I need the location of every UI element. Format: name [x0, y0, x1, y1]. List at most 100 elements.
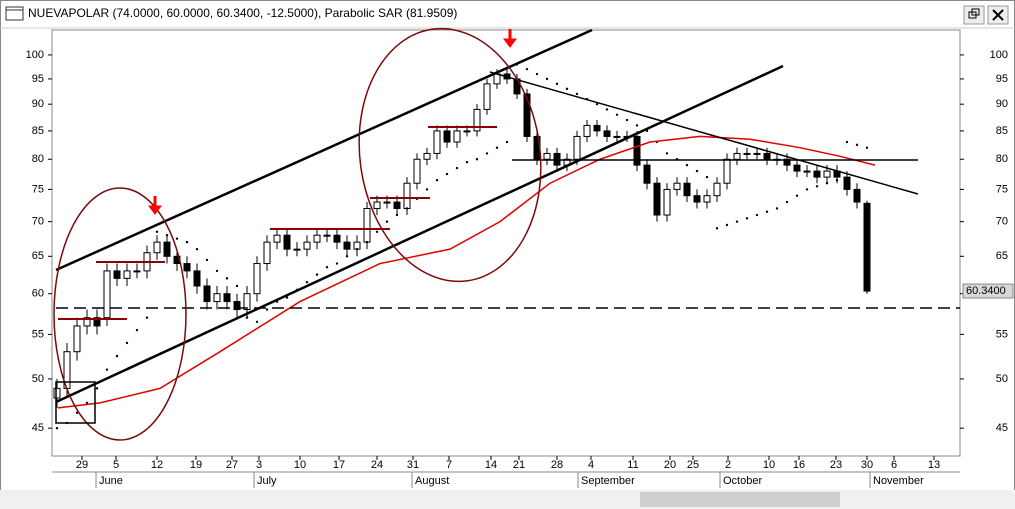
- month-label: September: [581, 475, 635, 487]
- sar-dot: [715, 227, 719, 230]
- candle-body: [733, 152, 741, 160]
- y-tick-label: 70: [32, 216, 44, 228]
- candle-body: [183, 263, 191, 272]
- x-tick-label: 12: [151, 459, 163, 471]
- x-tick-label: 10: [294, 459, 306, 471]
- y-tick-label: 50: [32, 373, 44, 385]
- candle-body: [863, 202, 871, 292]
- month-label: July: [257, 475, 277, 487]
- x-tick-label: 6: [891, 459, 897, 471]
- candle-body: [743, 152, 751, 155]
- candle-body: [783, 158, 791, 166]
- sar-dot: [385, 220, 389, 223]
- candle-body: [473, 108, 481, 132]
- sar-dot: [665, 152, 669, 155]
- candle-body: [223, 293, 231, 303]
- candle-body: [233, 301, 241, 311]
- sar-dot: [755, 213, 759, 217]
- sar-dot: [445, 172, 449, 176]
- candle-body: [133, 270, 141, 273]
- restore-button[interactable]: [963, 5, 985, 25]
- x-tick-label: 20: [664, 459, 676, 471]
- x-tick-label: 16: [793, 459, 805, 471]
- candle-body: [493, 73, 501, 85]
- sar-dot: [735, 220, 739, 223]
- month-label: October: [723, 475, 762, 487]
- month-label: August: [415, 475, 449, 487]
- candle-body: [603, 130, 611, 137]
- scroll-thumb[interactable]: [640, 492, 840, 507]
- candle-body: [753, 152, 761, 155]
- sar-dot: [745, 217, 749, 220]
- sar-dot: [455, 166, 459, 170]
- sar-dot: [305, 280, 309, 284]
- ellipse: [358, 27, 542, 283]
- y-tick-label: 80: [32, 153, 44, 165]
- ellipse: [53, 187, 187, 441]
- x-tick-label: 27: [226, 459, 238, 471]
- y-tick-label: 100: [26, 49, 44, 61]
- sar-dot: [345, 255, 349, 258]
- x-tick-label: 3: [256, 459, 262, 471]
- candle-body: [203, 285, 211, 303]
- sar-dot: [845, 140, 849, 144]
- x-tick-label: 5: [113, 459, 119, 471]
- sar-dot: [485, 152, 489, 155]
- sar-dot: [195, 247, 199, 251]
- candle-body: [303, 241, 311, 250]
- y-tick-label: 55: [32, 328, 44, 340]
- sar-dot: [285, 296, 289, 299]
- sar-dot: [155, 230, 159, 233]
- sar-dot: [225, 277, 229, 280]
- candle-body: [823, 170, 831, 178]
- candle-body: [663, 188, 671, 216]
- candle-body: [313, 234, 321, 243]
- sar-dot: [765, 210, 769, 213]
- candle-body: [643, 164, 651, 184]
- candle-body: [693, 195, 701, 203]
- candle-body: [333, 234, 341, 243]
- candle-body: [243, 293, 251, 311]
- x-tick-label: 10: [763, 459, 775, 471]
- candle-body: [383, 201, 391, 204]
- sar-dot: [505, 140, 509, 144]
- candle-body: [683, 182, 691, 197]
- candle-body: [93, 317, 101, 327]
- sar-dot: [475, 158, 479, 161]
- close-button[interactable]: [987, 5, 1009, 25]
- sar-dot: [405, 207, 409, 210]
- candle-body: [543, 152, 551, 160]
- candle-body: [193, 270, 201, 287]
- channel-line: [55, 64, 784, 404]
- sar-dot: [145, 316, 149, 319]
- candle-body: [593, 124, 601, 132]
- x-tick-label: 24: [371, 459, 383, 471]
- sar-dot: [435, 178, 439, 182]
- y-tick-label: 90: [32, 98, 44, 110]
- sar-dot: [785, 200, 789, 204]
- sar-dot: [795, 194, 799, 197]
- candle-body: [123, 270, 131, 279]
- candle-body: [573, 135, 581, 160]
- candle-body: [83, 317, 91, 327]
- y-tick-label: 75: [32, 183, 44, 195]
- y-tick-label: 90: [996, 98, 1008, 110]
- sar-dot: [425, 188, 429, 191]
- sar-dot: [835, 178, 839, 182]
- y-tick-label: 75: [996, 183, 1008, 195]
- candle-body: [713, 182, 721, 197]
- chart-title: NUEVAPOLAR (74.0000, 60.0000, 60.3400, -…: [28, 6, 457, 20]
- sar-dot: [825, 182, 829, 185]
- candle-body: [403, 182, 411, 209]
- channel-line: [55, 28, 593, 272]
- level-marks: [58, 126, 497, 320]
- candle-body: [813, 170, 821, 178]
- candle-body: [103, 270, 111, 319]
- candle-body: [803, 170, 811, 173]
- y-tick-label: 85: [996, 125, 1008, 137]
- candle-body: [443, 130, 451, 143]
- candle-body: [323, 234, 331, 237]
- x-tick-label: 2: [725, 459, 731, 471]
- scrollbar[interactable]: [0, 490, 1015, 509]
- sar-dot: [595, 102, 599, 106]
